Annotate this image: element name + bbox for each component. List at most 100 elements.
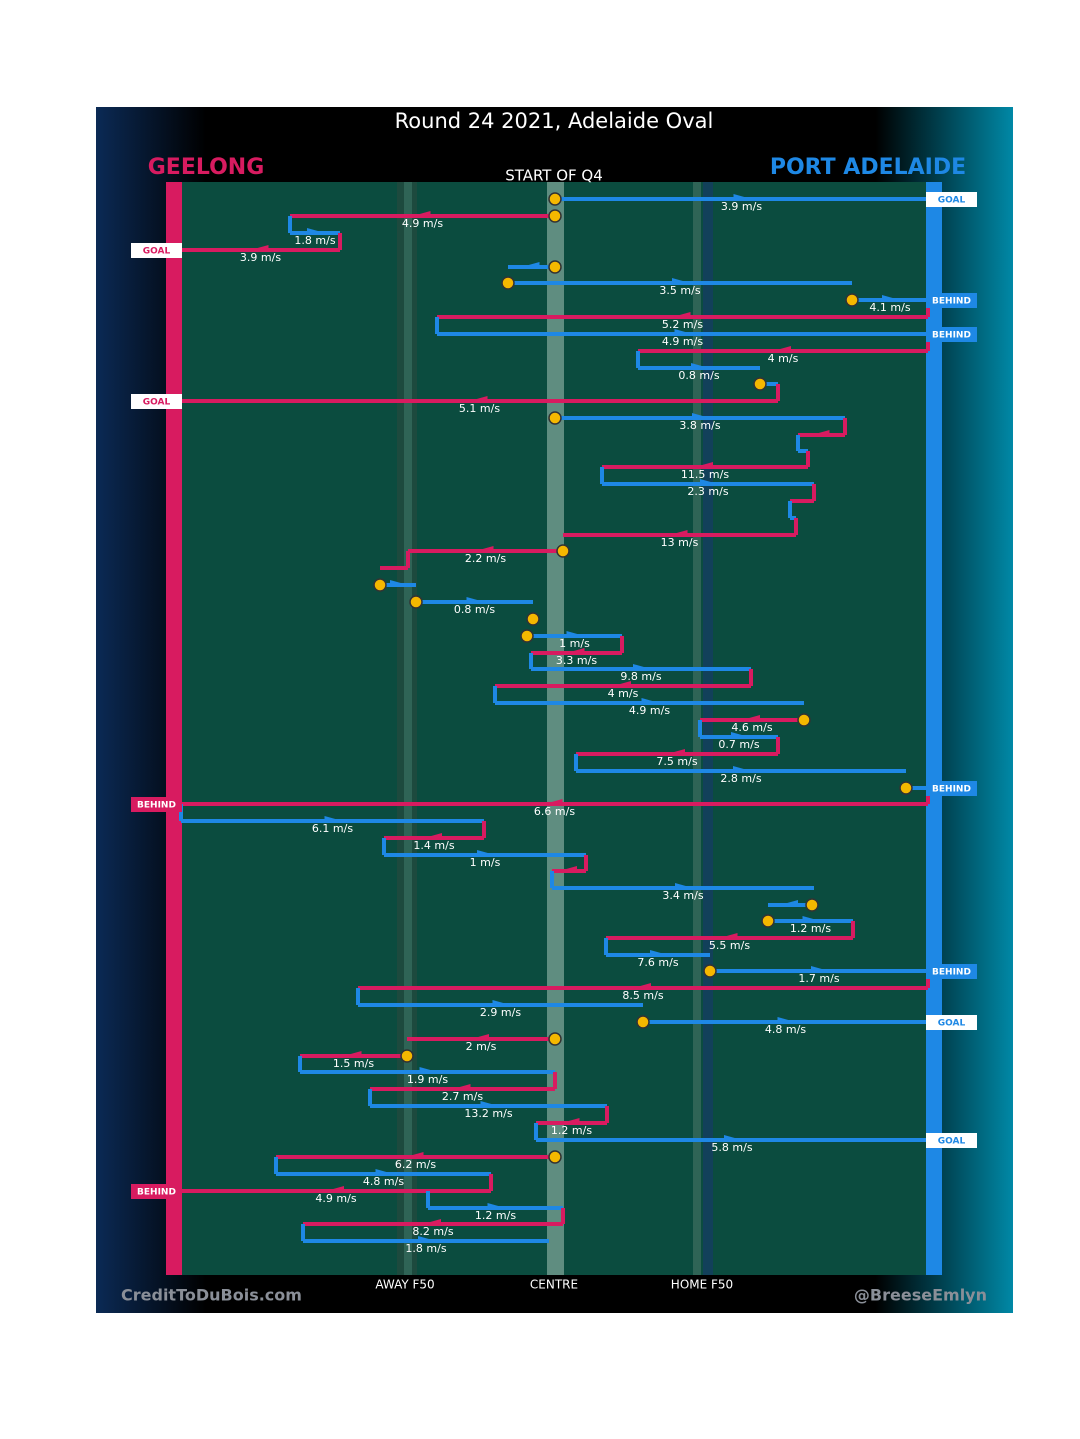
result-tag: [926, 192, 977, 207]
speed-label: 7.6 m/s: [637, 956, 678, 969]
speed-label: 1.8 m/s: [294, 234, 335, 247]
result-label: BEHIND: [932, 297, 971, 307]
speed-label: 13.2 m/s: [464, 1107, 512, 1120]
credit: @BreeseEmlyn: [854, 1286, 987, 1305]
speed-label: 2.8 m/s: [720, 772, 761, 785]
result-label: GOAL: [938, 1019, 966, 1029]
possession-marker: [520, 629, 534, 643]
speed-label: 4 m/s: [608, 687, 639, 700]
speed-label: 11.5 m/s: [681, 468, 729, 481]
arrow: [633, 983, 651, 989]
arrow: [475, 546, 494, 552]
result-tag: [131, 797, 182, 812]
result-tag: [131, 1184, 182, 1199]
result-tag: [926, 327, 977, 342]
speed-label: 4.8 m/s: [363, 1175, 404, 1188]
arrow: [471, 1034, 489, 1040]
arrow: [742, 715, 760, 721]
speed-label: 0.8 m/s: [454, 603, 495, 616]
speed-label: 6.6 m/s: [534, 805, 575, 818]
speed-label: 2 m/s: [466, 1040, 497, 1053]
arrow: [566, 648, 585, 654]
speed-label: 1.2 m/s: [475, 1209, 516, 1222]
speed-label: 6.1 m/s: [312, 822, 353, 835]
possession-marker: [548, 260, 562, 274]
result-tag: [926, 1015, 977, 1030]
arrow: [452, 1084, 471, 1090]
arrow: [641, 698, 660, 704]
left-team-bar: [166, 182, 182, 1275]
arrow: [566, 631, 585, 637]
speed-label: 2.9 m/s: [480, 1006, 521, 1019]
arrow: [777, 1017, 796, 1023]
speed-label: 1.9 m/s: [407, 1073, 448, 1086]
arrow: [675, 883, 693, 889]
speed-label: 1.8 m/s: [405, 1242, 446, 1255]
speed-label: 0.8 m/s: [678, 369, 719, 382]
zone-strip: [693, 182, 701, 1275]
arrow: [412, 211, 431, 217]
speed-label: 1 m/s: [470, 856, 501, 869]
zone-label: CENTRE: [530, 1278, 578, 1292]
arrow: [731, 732, 749, 738]
result-label: BEHIND: [137, 1188, 176, 1198]
speed-label: 2.2 m/s: [465, 552, 506, 565]
possession-marker: [556, 544, 570, 558]
speed-label: 1 m/s: [559, 637, 590, 650]
speed-label: 4 m/s: [768, 352, 799, 365]
arrow: [672, 278, 690, 284]
arrow: [423, 1219, 441, 1225]
possession-marker: [548, 192, 562, 206]
possession-marker: [548, 411, 562, 425]
speed-label: 2.7 m/s: [442, 1090, 483, 1103]
possession-marker: [400, 1049, 414, 1063]
speed-label: 3.9 m/s: [721, 200, 762, 213]
arrow: [375, 1169, 394, 1175]
flow: 3.9 m/s 4.9 m/s 1.8 m/s 3.9 m/s 3.5 m/s 4.1 m…: [131, 192, 977, 1255]
arrow: [390, 580, 408, 586]
arrow: [343, 1051, 362, 1057]
arrow: [780, 900, 798, 906]
speed-label: 3.5 m/s: [659, 284, 700, 297]
result-label: GOAL: [938, 1137, 966, 1147]
zone-label: HOME F50: [671, 1278, 733, 1292]
possession-marker: [501, 276, 515, 290]
arrow: [633, 664, 651, 670]
speed-label: 3.4 m/s: [662, 889, 703, 902]
arrow: [695, 462, 713, 468]
arrow: [719, 933, 738, 939]
speed-label: 4.9 m/s: [315, 1192, 356, 1205]
possession-marker: [636, 1015, 650, 1029]
result-tag: [131, 243, 182, 258]
speed-label: 7.5 m/s: [656, 755, 697, 768]
speed-label: 5.5 m/s: [709, 939, 750, 952]
result-label: BEHIND: [932, 785, 971, 795]
result-label: BEHIND: [932, 331, 971, 341]
possession-marker: [845, 293, 859, 307]
left-team: GEELONG: [148, 155, 265, 180]
arrow: [700, 479, 718, 485]
speed-label: 4.8 m/s: [765, 1023, 806, 1036]
arrow: [469, 396, 488, 402]
arrow: [613, 681, 631, 687]
possession-marker: [373, 578, 387, 592]
right-team: PORT ADELAIDE: [770, 155, 966, 180]
title: Round 24 2021, Adelaide Oval: [395, 109, 714, 133]
arrow: [424, 833, 442, 839]
speed-label: 5.1 m/s: [459, 402, 500, 415]
speed-label: 1.5 m/s: [333, 1057, 374, 1070]
possession-marker: [526, 612, 540, 626]
arrow: [250, 245, 269, 251]
speed-label: 1.2 m/s: [551, 1124, 592, 1137]
arrow: [669, 530, 688, 536]
speed-label: 1.7 m/s: [798, 972, 839, 985]
speed-label: 4.9 m/s: [662, 335, 703, 348]
possession-marker: [805, 898, 819, 912]
zone-strip: [404, 182, 412, 1275]
arrow: [773, 346, 791, 352]
arrow: [480, 1101, 499, 1107]
arrow: [487, 1203, 506, 1209]
speed-label: 3.3 m/s: [556, 654, 597, 667]
arrow: [802, 916, 821, 922]
